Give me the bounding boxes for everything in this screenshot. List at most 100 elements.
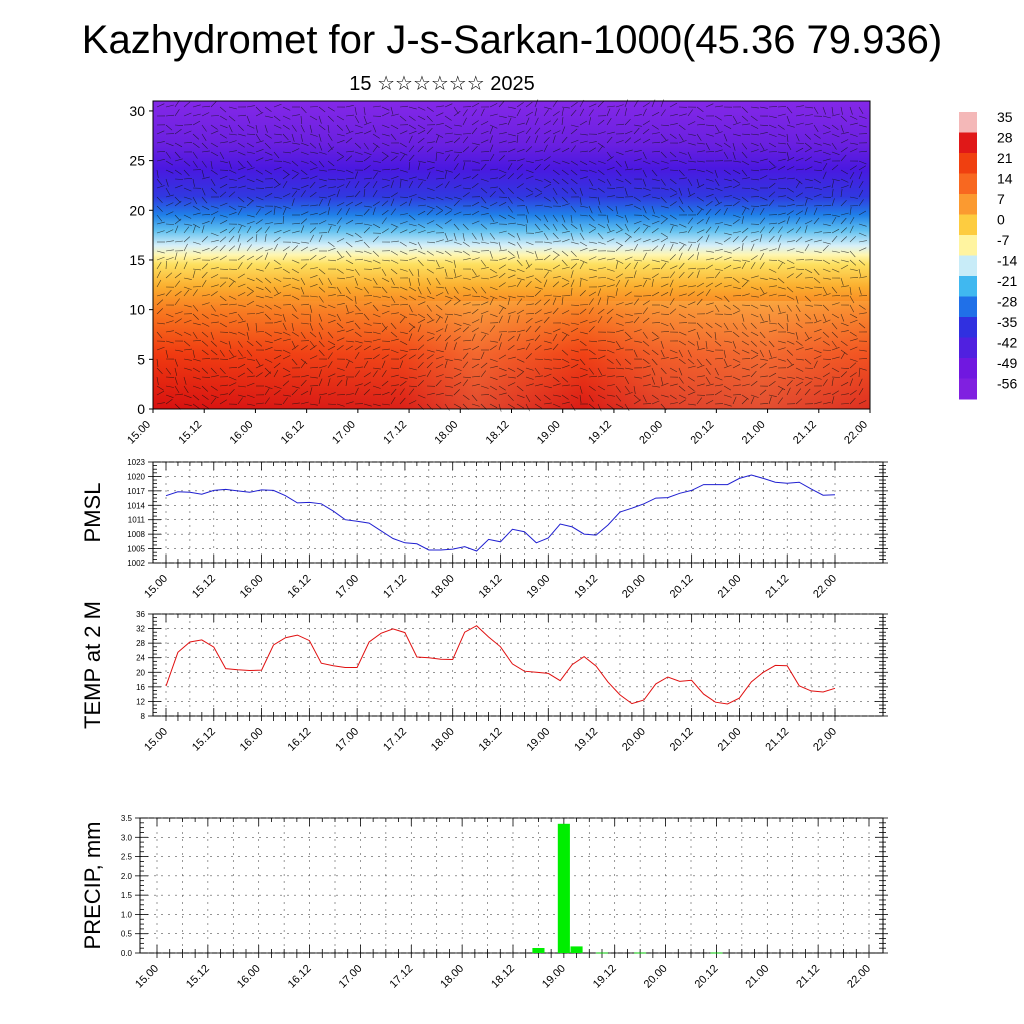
wind-barb: [633, 220, 642, 225]
wind-barb: [282, 160, 291, 164]
wind-barb: [462, 250, 470, 256]
wind-barb: [156, 358, 159, 367]
wind-barb: [624, 331, 632, 338]
wind-barb: [534, 367, 540, 375]
wind-barb: [381, 155, 389, 162]
wind-barb: [273, 103, 282, 108]
wind-barb: [777, 106, 787, 108]
wind-barb: [426, 141, 435, 144]
wind-barb: [849, 142, 858, 145]
wind-barb: [822, 358, 832, 360]
wind-barb: [525, 338, 534, 342]
wind-barb: [345, 304, 349, 313]
wind-barb: [174, 124, 184, 126]
wind-barb: [759, 158, 768, 162]
wind-barb: [453, 250, 462, 253]
wind-barb: [813, 355, 822, 360]
wind-barb: [597, 340, 607, 342]
wind-barb: [732, 214, 741, 218]
wind-barb: [786, 151, 790, 160]
wind-barb: [390, 312, 399, 315]
wind-barb: [210, 178, 216, 186]
wind-barb: [165, 114, 175, 117]
wind-barb: [192, 385, 201, 389]
wind-barb: [399, 388, 405, 396]
wind-barb: [543, 106, 552, 110]
wind-barb: [345, 328, 354, 333]
wind-barb: [804, 336, 813, 342]
wind-barb: [507, 250, 515, 257]
wind-barb: [237, 175, 246, 180]
wind-barb: [309, 175, 318, 180]
wind-barb: [678, 241, 687, 246]
wind-barb: [795, 236, 803, 243]
wind-barb: [381, 142, 390, 147]
wind-barb: [660, 313, 670, 315]
wind-barb: [165, 272, 173, 279]
wind-barb: [804, 142, 812, 149]
wind-barb: [552, 394, 561, 397]
wind-barb: [507, 367, 516, 372]
wind-barb: [228, 235, 235, 243]
wind-barb: [399, 115, 407, 122]
wind-barb: [678, 140, 687, 144]
wind-barb: [660, 382, 669, 387]
wind-barb: [633, 298, 640, 306]
wind-barb: [273, 338, 282, 342]
wind-barb: [633, 150, 642, 153]
wind-barb: [597, 169, 605, 176]
wind-barb: [165, 202, 174, 207]
wind-barb: [435, 105, 444, 108]
wind-barb: [777, 165, 786, 171]
wind-barb: [552, 403, 561, 408]
wind-barb: [354, 131, 363, 135]
wind-barb: [435, 304, 443, 311]
wind-barb: [660, 259, 669, 263]
wind-barb: [786, 124, 795, 128]
wind-barb: [687, 358, 695, 365]
wind-barb: [552, 187, 558, 196]
wind-barb: [750, 354, 759, 360]
wind-barb: [696, 252, 699, 261]
wind-barb: [489, 365, 498, 369]
wind-barb: [399, 221, 408, 225]
wind-barb: [606, 223, 611, 232]
wind-barb: [840, 285, 849, 288]
wind-barb: [210, 211, 219, 216]
wind-barb: [291, 322, 294, 331]
wind-barb: [219, 281, 227, 288]
wind-barb: [840, 250, 849, 253]
wind-barb: [336, 250, 343, 258]
wind-barb: [489, 376, 498, 380]
wind-barb: [480, 370, 487, 378]
colorbar-label: -35: [997, 314, 1017, 330]
wind-barb: [246, 236, 254, 243]
wind-barb: [363, 250, 372, 255]
wind-barb: [246, 300, 255, 306]
wind-barb: [777, 124, 785, 130]
wind-barb: [183, 394, 192, 399]
wind-barb: [246, 375, 255, 378]
wind-barb: [498, 155, 505, 162]
wind-barb: [750, 187, 759, 191]
pmsl-ticks: [148, 461, 888, 568]
wind-barb: [426, 196, 435, 200]
wind-barb: [660, 139, 669, 144]
wind-barb: [174, 291, 182, 297]
wind-barb: [669, 367, 678, 373]
wind-barb: [408, 325, 415, 333]
wind-barb: [543, 373, 552, 378]
wind-barb: [453, 300, 461, 306]
wind-barb: [669, 357, 678, 360]
wind-barb: [300, 218, 308, 225]
wind-barb: [516, 134, 519, 144]
wind-barb: [840, 227, 848, 234]
wind-barb: [237, 207, 243, 216]
wind-barb: [291, 190, 298, 198]
wind-barb: [498, 123, 507, 126]
wind-barb: [741, 160, 750, 166]
wind-barb: [354, 115, 360, 124]
wind-barb: [714, 149, 723, 153]
wind-barb: [687, 267, 697, 270]
wind-barb: [498, 385, 506, 391]
